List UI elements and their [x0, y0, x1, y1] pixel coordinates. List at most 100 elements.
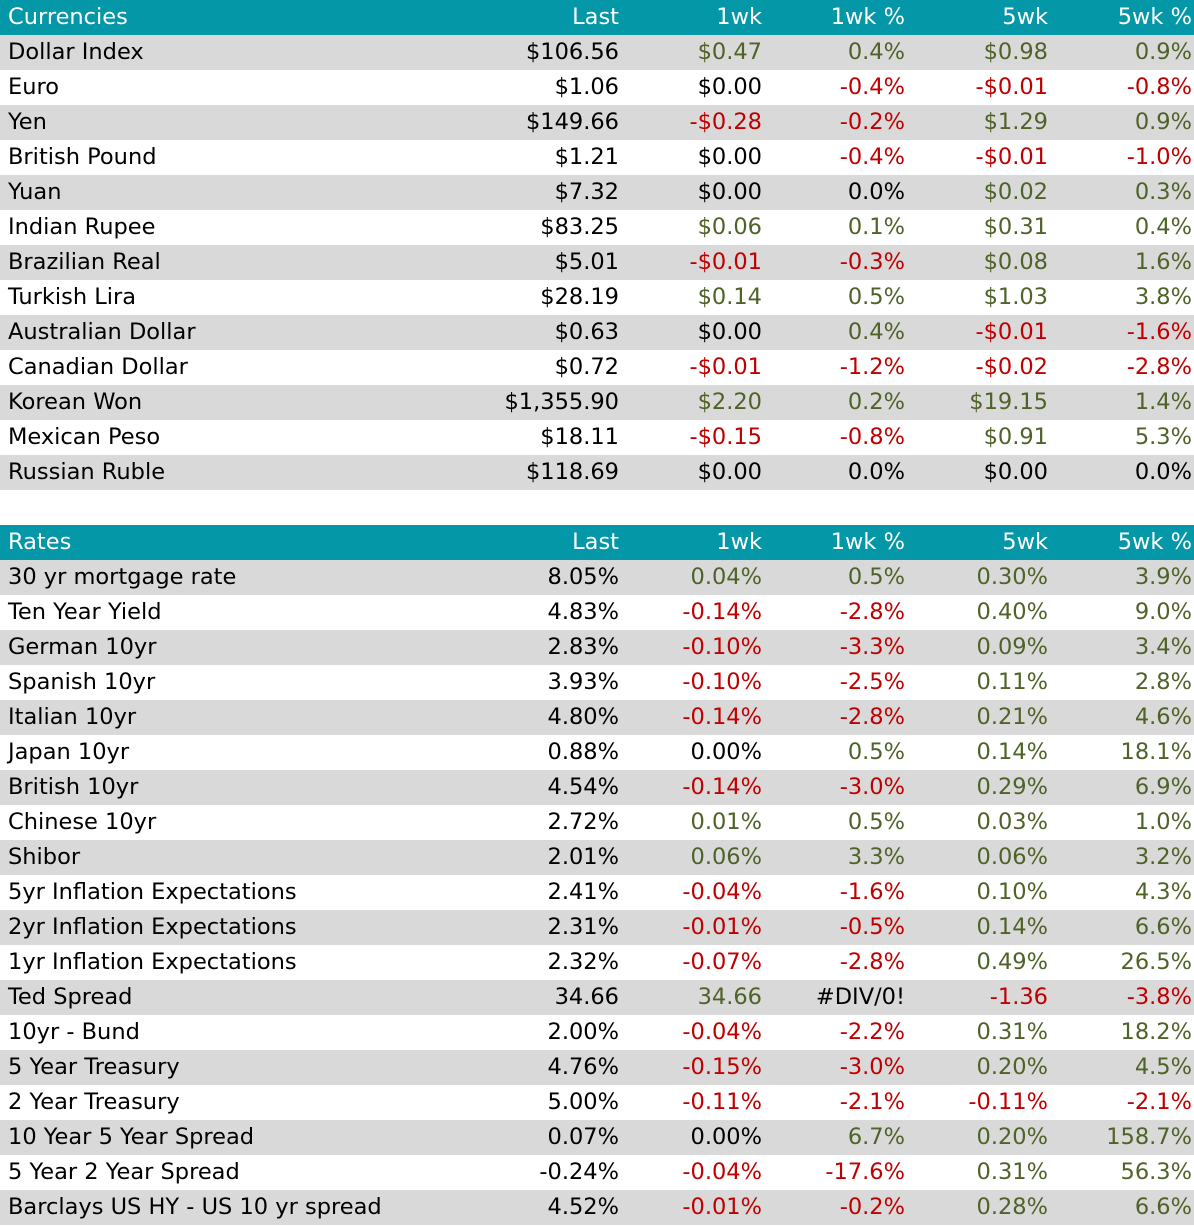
cell-last: $1.21: [554, 144, 619, 170]
column-header-5wk-change: 5wk: [1002, 529, 1048, 555]
cell-1wk-pct: -0.4%: [839, 74, 905, 100]
cell-5wk-pct: -0.8%: [1126, 74, 1192, 100]
table-row: Dollar Index $106.56 $0.47 0.4% $0.98 0.9%: [0, 35, 1194, 70]
table-row: German 10yr 2.83% -0.10% -3.3% 0.09% 3.4%: [0, 630, 1194, 665]
cell-name: 5 Year Treasury: [8, 1054, 180, 1080]
cell-1wk-change: $0.00: [697, 319, 762, 345]
cell-1wk-pct: 0.2%: [847, 389, 905, 415]
cell-5wk-pct: 18.1%: [1120, 739, 1192, 765]
column-header-1wk-change: 1wk: [716, 529, 762, 555]
cell-5wk-change: 0.14%: [976, 739, 1048, 765]
cell-1wk-change: $0.00: [697, 144, 762, 170]
cell-1wk-pct: 0.0%: [847, 459, 905, 485]
cell-5wk-change: $19.15: [969, 389, 1048, 415]
cell-1wk-pct: -2.8%: [839, 949, 905, 975]
cell-1wk-change: 0.01%: [690, 809, 762, 835]
column-header-1wk-pct: 1wk %: [830, 529, 905, 555]
cell-5wk-change: $0.08: [983, 249, 1048, 275]
table-row: Ten Year Yield 4.83% -0.14% -2.8% 0.40% 9.0%: [0, 595, 1194, 630]
cell-5wk-pct: -2.1%: [1126, 1089, 1192, 1115]
cell-name: Turkish Lira: [8, 284, 137, 310]
cell-1wk-pct: -0.2%: [839, 1194, 905, 1220]
cell-5wk-pct: -2.8%: [1126, 354, 1192, 380]
table-row: Spanish 10yr 3.93% -0.10% -2.5% 0.11% 2.8%: [0, 665, 1194, 700]
cell-name: British Pound: [8, 144, 157, 170]
cell-1wk-change: -$0.01: [689, 249, 762, 275]
cell-last: 2.72%: [547, 809, 619, 835]
cell-5wk-change: $0.31: [983, 214, 1048, 240]
cell-name: 1yr Inflation Expectations: [8, 949, 297, 975]
cell-name: British 10yr: [8, 774, 139, 800]
table-row: Turkish Lira $28.19 $0.14 0.5% $1.03 3.8%: [0, 280, 1194, 315]
cell-1wk-pct: -2.8%: [839, 704, 905, 730]
table-row: Italian 10yr 4.80% -0.14% -2.8% 0.21% 4.6%: [0, 700, 1194, 735]
cell-5wk-pct: -1.0%: [1126, 144, 1192, 170]
cell-1wk-pct: -2.8%: [839, 599, 905, 625]
rates-section-title: Rates: [8, 529, 72, 555]
cell-5wk-change: 0.21%: [976, 704, 1048, 730]
cell-name: Italian 10yr: [8, 704, 137, 730]
cell-5wk-change: 0.03%: [976, 809, 1048, 835]
cell-1wk-pct: -3.0%: [839, 1054, 905, 1080]
cell-last: $83.25: [540, 214, 619, 240]
cell-5wk-pct: 3.4%: [1134, 634, 1192, 660]
cell-last: 8.05%: [547, 564, 619, 590]
cell-5wk-pct: 6.6%: [1134, 1194, 1192, 1220]
cell-5wk-change: 0.20%: [976, 1124, 1048, 1150]
cell-5wk-change: 0.29%: [976, 774, 1048, 800]
cell-1wk-change: 0.04%: [690, 564, 762, 590]
cell-name: 5yr Inflation Expectations: [8, 879, 297, 905]
cell-1wk-pct: 3.3%: [847, 844, 905, 870]
table-row: Ted Spread 34.66 34.66 #DIV/0! -1.36 -3.8%: [0, 980, 1194, 1015]
cell-5wk-change: 0.49%: [976, 949, 1048, 975]
cell-name: 10 Year 5 Year Spread: [8, 1124, 255, 1150]
cell-name: 30 yr mortgage rate: [8, 564, 237, 590]
cell-5wk-pct: 0.4%: [1134, 214, 1192, 240]
table-row: 5 Year 2 Year Spread -0.24% -0.04% -17.6% 0.…: [0, 1155, 1194, 1190]
cell-1wk-pct: 0.5%: [847, 564, 905, 590]
cell-name: Russian Ruble: [8, 459, 166, 485]
cell-1wk-pct: -2.5%: [839, 669, 905, 695]
cell-5wk-change: 0.06%: [976, 844, 1048, 870]
cell-1wk-pct: -0.3%: [839, 249, 905, 275]
cell-5wk-change: 0.14%: [976, 914, 1048, 940]
cell-5wk-pct: 2.8%: [1134, 669, 1192, 695]
cell-1wk-pct: -1.2%: [839, 354, 905, 380]
cell-5wk-pct: 6.9%: [1134, 774, 1192, 800]
table-row: 1yr Inflation Expectations 2.32% -0.07% -2.…: [0, 945, 1194, 980]
cell-5wk-change: 0.20%: [976, 1054, 1048, 1080]
table-row: Chinese 10yr 2.72% 0.01% 0.5% 0.03% 1.0%: [0, 805, 1194, 840]
cell-1wk-change: $0.14: [697, 284, 762, 310]
table-row: Yen $149.66 -$0.28 -0.2% $1.29 0.9%: [0, 105, 1194, 140]
cell-5wk-change: $1.29: [983, 109, 1048, 135]
cell-name: Euro: [8, 74, 59, 100]
cell-5wk-change: -$0.01: [975, 74, 1048, 100]
cell-name: 2yr Inflation Expectations: [8, 914, 297, 940]
cell-5wk-change: $0.98: [983, 39, 1048, 65]
cell-last: $106.56: [525, 39, 619, 65]
cell-1wk-pct: #DIV/0!: [815, 984, 905, 1010]
cell-last: 34.66: [554, 984, 619, 1010]
table-row: 5yr Inflation Expectations 2.41% -0.04% -1.…: [0, 875, 1194, 910]
cell-name: Ted Spread: [8, 984, 133, 1010]
cell-5wk-pct: 5.3%: [1134, 424, 1192, 450]
cell-5wk-change: 0.31%: [976, 1019, 1048, 1045]
cell-1wk-pct: -17.6%: [825, 1159, 905, 1185]
cell-last: $18.11: [540, 424, 619, 450]
cell-last: 4.52%: [547, 1194, 619, 1220]
cell-5wk-change: $0.02: [983, 179, 1048, 205]
cell-1wk-change: -0.01%: [682, 1194, 762, 1220]
cell-1wk-pct: -0.4%: [839, 144, 905, 170]
cell-1wk-change: $2.20: [697, 389, 762, 415]
cell-1wk-change: $0.06: [697, 214, 762, 240]
cell-last: $28.19: [540, 284, 619, 310]
cell-1wk-change: -$0.15: [689, 424, 762, 450]
cell-1wk-pct: 0.5%: [847, 809, 905, 835]
column-header-5wk-change: 5wk: [1002, 4, 1048, 30]
cell-1wk-change: -0.04%: [682, 1159, 762, 1185]
cell-1wk-change: -0.01%: [682, 914, 762, 940]
cell-1wk-change: $0.47: [697, 39, 762, 65]
column-header-1wk-pct: 1wk %: [830, 4, 905, 30]
cell-name: Ten Year Yield: [8, 599, 162, 625]
table-gap: [0, 490, 1194, 525]
